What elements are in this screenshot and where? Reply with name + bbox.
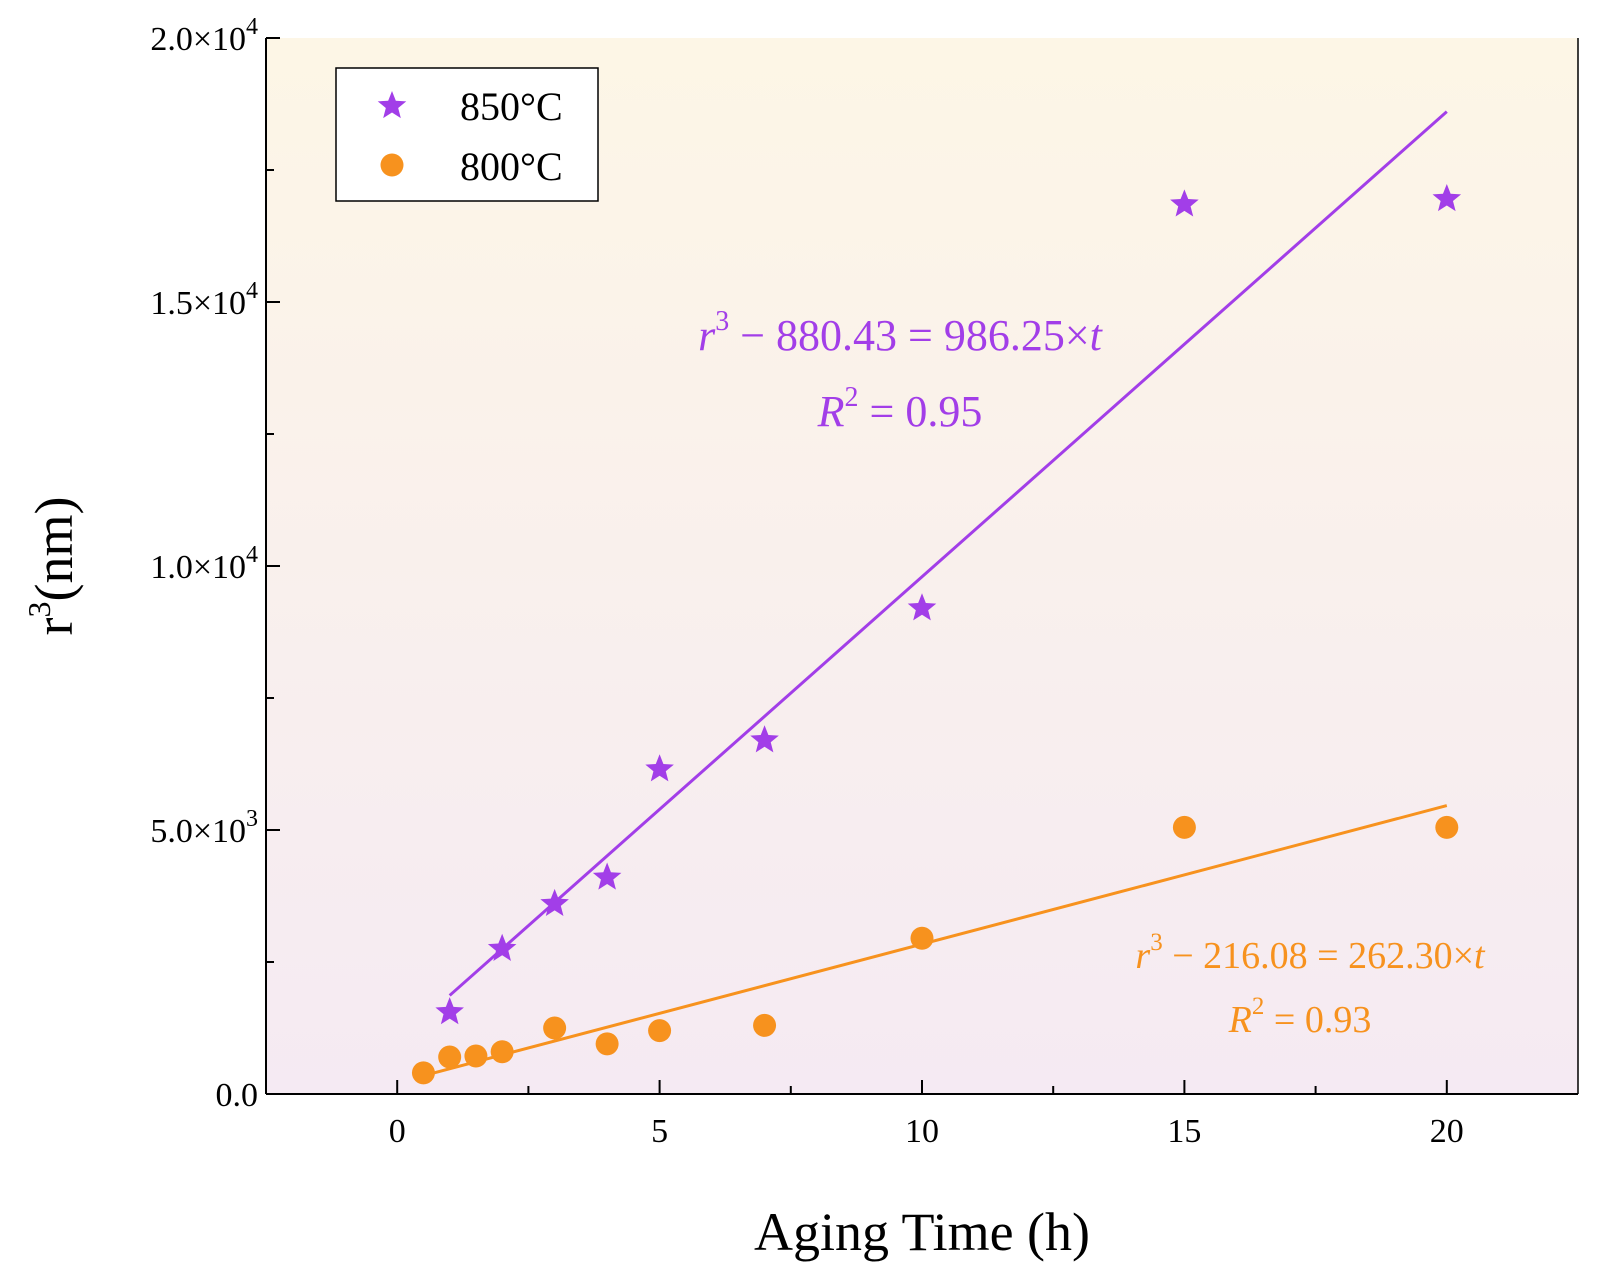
circle-marker — [464, 1044, 488, 1068]
x-tick-label: 10 — [905, 1113, 939, 1150]
star-marker — [540, 888, 569, 917]
circle-marker — [595, 1032, 619, 1056]
y-axis-title-base: r — [24, 617, 84, 635]
legend-marker-800 — [380, 153, 404, 177]
x-axis-title: Aging Time (h) — [754, 1202, 1090, 1262]
fit-line-1 — [423, 804, 1448, 1078]
x-ticks: 0 5 10 15 20 — [389, 1080, 1464, 1150]
equation-800-line2: R2 = 0.93 — [1228, 993, 1372, 1041]
x-tick-label: 20 — [1430, 1113, 1464, 1150]
circle-marker — [753, 1013, 777, 1037]
legend-marker-850 — [377, 91, 407, 119]
circle-marker — [543, 1016, 567, 1040]
equation-800: r3 − 216.08 = 262.30×t R2 = 0.93 — [1135, 929, 1486, 1041]
circle-marker — [648, 1019, 672, 1043]
star-marker — [487, 933, 517, 961]
legend-label-800: 800°C — [460, 144, 563, 189]
star-marker — [592, 862, 622, 890]
star-marker — [907, 593, 937, 621]
y-axis-title: r3(nm) — [21, 497, 84, 636]
y-ticks: 0.0 5.0×103 1.0×104 1.5×104 2.0×104 — [150, 14, 280, 1114]
circle-marker — [910, 926, 934, 950]
y-tick-label: 5.0×103 — [150, 806, 258, 850]
legend: 850°C 800°C — [335, 67, 599, 202]
circle-marker — [1172, 815, 1196, 839]
legend-star-icon — [377, 91, 407, 119]
circle-marker — [1435, 815, 1459, 839]
y-axis-title-unit: (nm) — [24, 497, 84, 602]
y-tick-label: 2.0×104 — [150, 14, 258, 58]
equation-850-line1: r3 − 880.43 = 986.25×t — [698, 306, 1104, 360]
star-marker — [1170, 189, 1199, 217]
equation-850: r3 − 880.43 = 986.25×t R2 = 0.95 — [698, 306, 1104, 436]
circle-marker — [438, 1045, 462, 1069]
legend-circle-icon — [380, 153, 404, 177]
circle-marker — [490, 1040, 514, 1064]
circle-marker — [411, 1061, 435, 1085]
fit-line-0 — [448, 110, 1448, 997]
equation-800-line1: r3 − 216.08 = 262.30×t — [1135, 929, 1486, 977]
y-axis-title-sup: 3 — [21, 601, 57, 617]
star-marker — [645, 754, 674, 782]
star-marker — [1432, 184, 1462, 212]
legend-box — [335, 67, 599, 202]
y-tick-label: 1.0×104 — [150, 542, 258, 586]
data-markers — [411, 184, 1462, 1085]
plot-background — [266, 38, 1578, 1094]
fit-lines — [423, 110, 1448, 1078]
y-tick-label: 0.0 — [216, 1077, 259, 1114]
star-marker — [435, 997, 464, 1025]
x-tick-label: 5 — [651, 1113, 668, 1150]
legend-label-850: 850°C — [460, 84, 563, 129]
equation-850-line2: R2 = 0.95 — [817, 382, 983, 436]
x-tick-label: 15 — [1167, 1113, 1201, 1150]
star-marker — [750, 725, 779, 753]
x-tick-label: 0 — [389, 1113, 406, 1150]
y-tick-label: 1.5×104 — [150, 278, 258, 322]
